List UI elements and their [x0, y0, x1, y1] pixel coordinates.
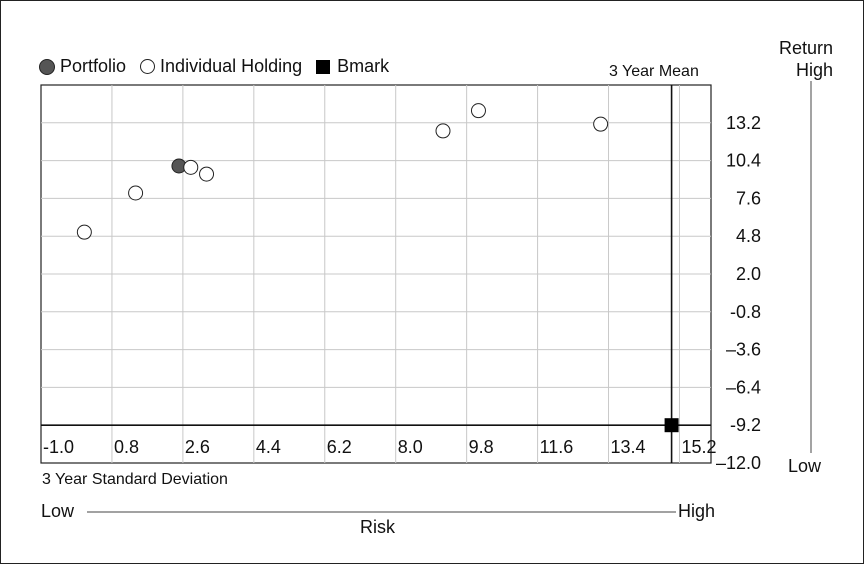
benchmark-marker-icon [316, 59, 331, 74]
return-low-label: Low [788, 456, 822, 476]
y-tick-label: –3.6 [726, 340, 761, 360]
legend-label-holding: Individual Holding [160, 56, 303, 76]
portfolio-marker-icon [39, 58, 55, 75]
x-tick-label: 8.0 [398, 437, 423, 457]
legend-label-benchmark: Bmark [337, 56, 390, 76]
y-tick-label: -0.8 [730, 302, 761, 322]
holding-marker-icon [140, 59, 156, 74]
y-tick-label: –6.4 [726, 377, 761, 397]
holding-point [128, 185, 144, 201]
holding-point [435, 123, 451, 139]
x-tick-label: 2.6 [185, 437, 210, 457]
y-tick-label: 4.8 [736, 226, 761, 246]
legend-label-portfolio: Portfolio [60, 56, 127, 76]
risk-low-label: Low [41, 501, 75, 521]
y-tick-label: 7.6 [736, 188, 761, 208]
y-tick-label: –12.0 [716, 453, 761, 473]
x-tick-label: 4.4 [256, 437, 281, 457]
x-tick-label: 11.6 [540, 437, 574, 457]
return-axis-title: Return High [779, 37, 833, 81]
risk-high-label: High [678, 501, 716, 521]
x-tick-label: 9.8 [469, 437, 494, 457]
holding-point [470, 103, 486, 119]
return-title-line2: High [795, 60, 833, 80]
holding-point [593, 116, 609, 132]
risk-label: Risk [360, 517, 395, 537]
holding-point [76, 224, 92, 240]
x-axis-title: 3 Year Standard Deviation [42, 471, 228, 488]
return-title-line1: Return [778, 38, 833, 58]
legend-item-portfolio: Portfolio [39, 56, 126, 77]
x-tick-label: -1.0 [43, 437, 74, 457]
mean-line-label: 3 Year Mean [609, 63, 699, 80]
legend-item-benchmark: Bmark [316, 56, 389, 77]
y-tick-label: 10.4 [726, 151, 761, 171]
x-tick-label: 13.4 [611, 437, 646, 457]
holding-point [199, 166, 215, 182]
y-tick-label: -9.2 [730, 415, 761, 435]
holding-point [183, 159, 199, 175]
legend: Portfolio Individual Holding Bmark [39, 56, 403, 77]
x-tick-label: 6.2 [327, 437, 352, 457]
x-tick-label: 0.8 [114, 437, 139, 457]
benchmark-point [664, 418, 679, 433]
legend-item-holding: Individual Holding [140, 56, 302, 77]
x-tick-label: 15.2 [681, 437, 716, 457]
y-tick-label: 13.2 [726, 113, 761, 133]
y-tick-label: 2.0 [736, 264, 761, 284]
